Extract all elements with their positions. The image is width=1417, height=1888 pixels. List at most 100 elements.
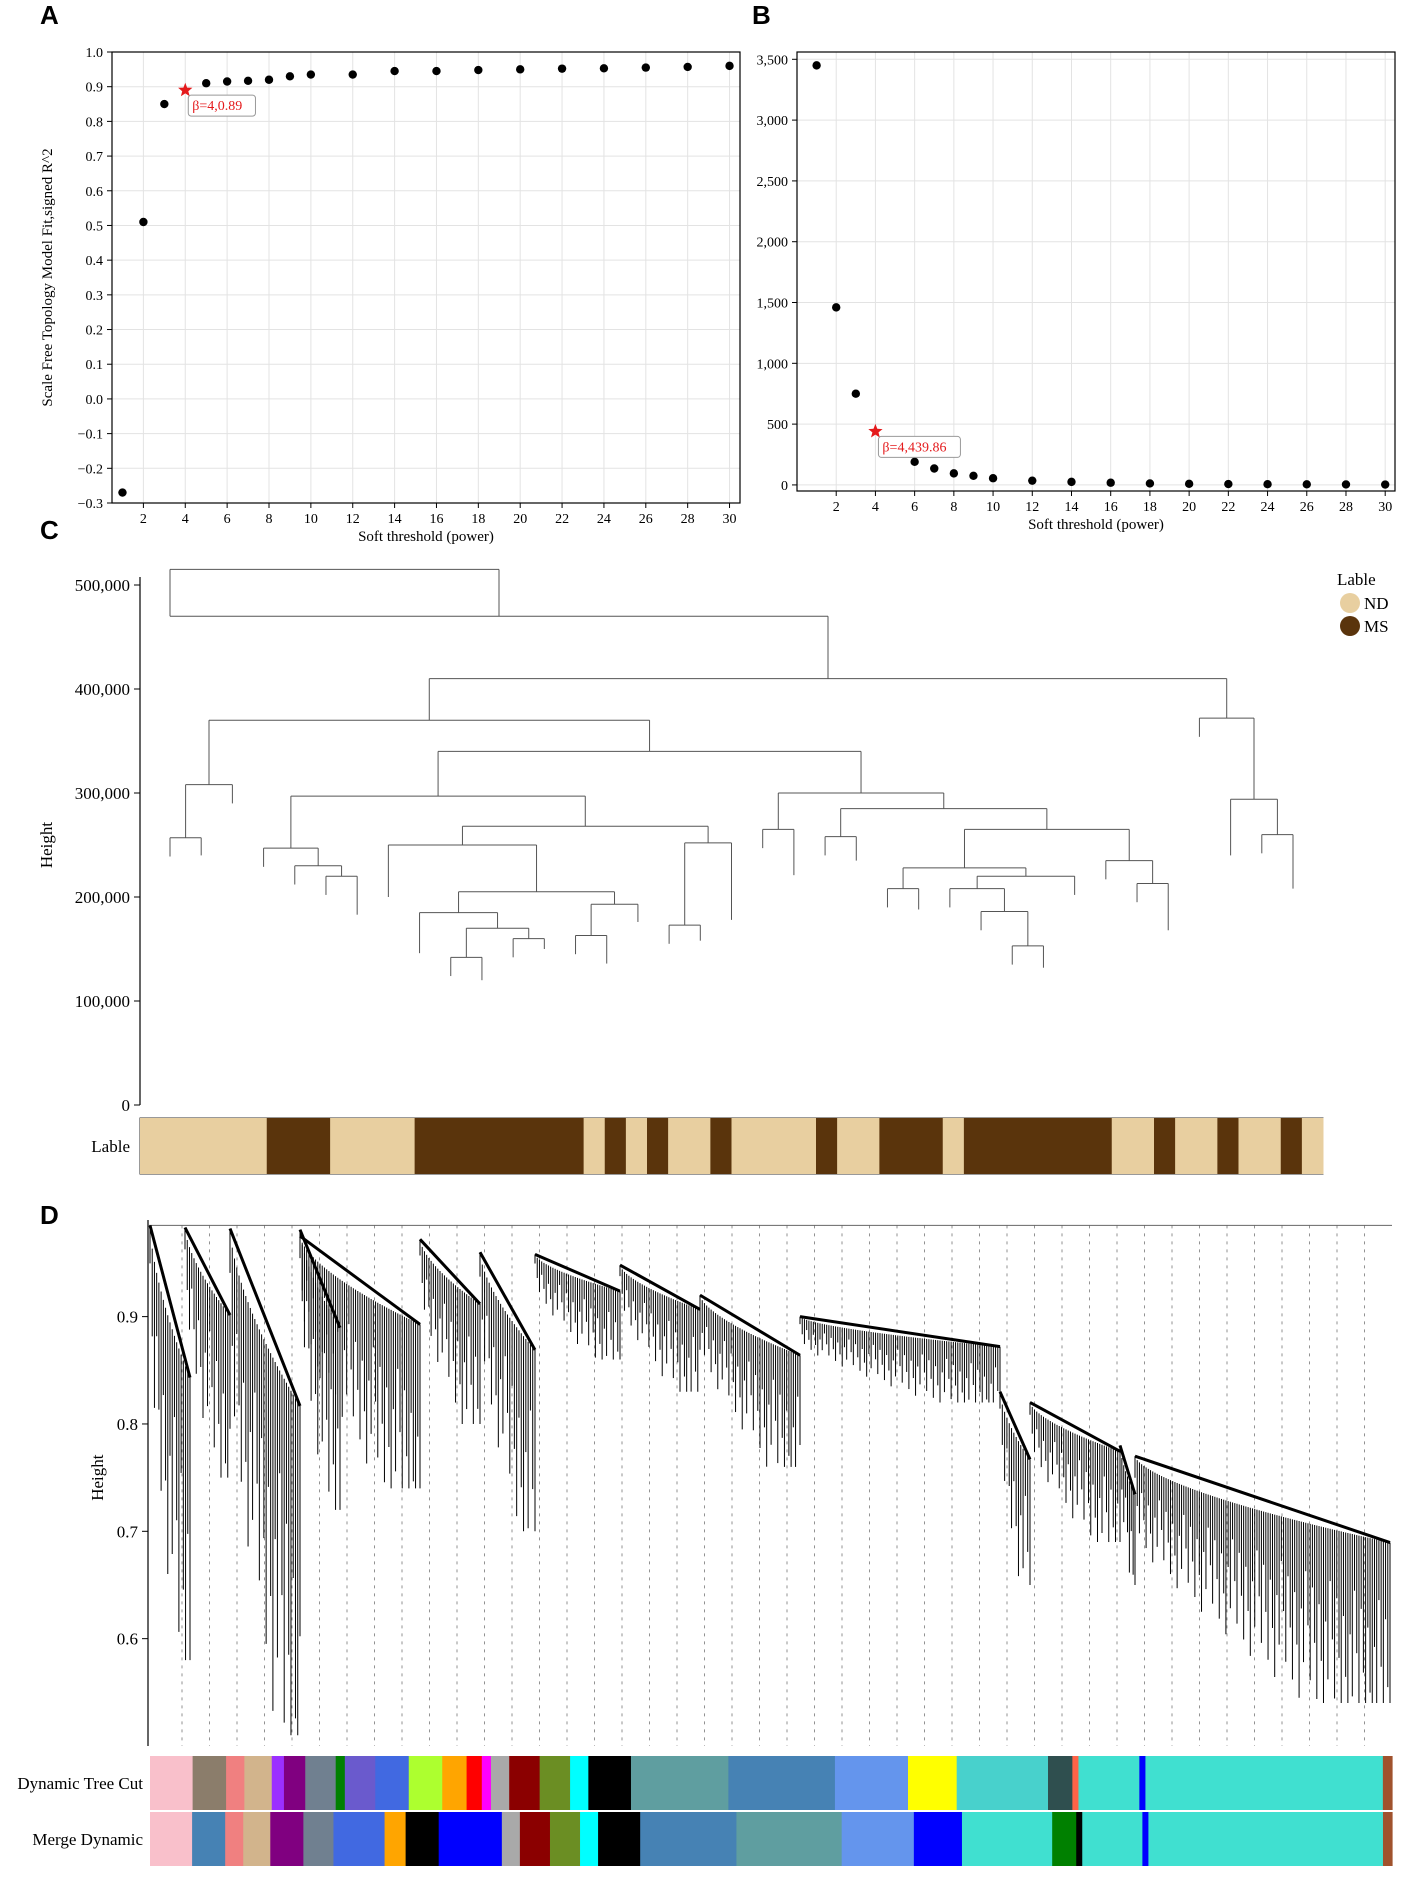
- label-cell: [794, 1118, 817, 1174]
- label-cell: [140, 1118, 162, 1174]
- data-point: [243, 76, 253, 85]
- y-tick-label: 1,000: [757, 357, 789, 372]
- data-point: [599, 64, 609, 73]
- x-tick-label: 20: [1182, 500, 1196, 515]
- y-tick-label: 0.9: [117, 1308, 138, 1327]
- data-point: [988, 474, 998, 483]
- merge-segment: [736, 1812, 843, 1866]
- dendro-cluster-spine: [699, 1293, 801, 1357]
- tree-cut-segment: [630, 1756, 729, 1810]
- dendrogram-chart-d: 0.6 0.7 0.8 0.9 Height Dynamic Tree Cut Merge …: [17, 1220, 1393, 1866]
- label-cell: [1217, 1118, 1239, 1174]
- x-tick-label: 4: [872, 500, 879, 515]
- data-point: [118, 488, 127, 497]
- highlight-label: β=4,0.89: [192, 99, 242, 114]
- data-point: [949, 469, 959, 478]
- merge-segment: [1142, 1812, 1150, 1866]
- data-point: [348, 70, 357, 79]
- data-point: [160, 99, 169, 109]
- merge-segment: [961, 1812, 1053, 1866]
- x-tick-label: 6: [224, 512, 231, 527]
- x-tick-label: 22: [1221, 500, 1235, 515]
- label-cell: [752, 1118, 775, 1174]
- tree-cut-segment: [283, 1756, 306, 1810]
- tree-cut-segment: [1078, 1756, 1140, 1810]
- label-cell: [1111, 1118, 1134, 1174]
- label-cell: [161, 1118, 183, 1174]
- y-tick-label: 100,000: [75, 992, 130, 1011]
- label-cell: [689, 1118, 711, 1174]
- y-axis-label: Height: [88, 1454, 107, 1501]
- tree-cut-segment: [305, 1756, 337, 1810]
- label-cell: [625, 1118, 648, 1174]
- label-cell: [1027, 1118, 1049, 1174]
- label-cell: [372, 1118, 394, 1174]
- label-cell: [668, 1118, 690, 1174]
- data-point: [1341, 480, 1351, 489]
- dendro-cluster-spine: [799, 1315, 1001, 1349]
- label-cell: [456, 1118, 479, 1174]
- label-cell: [309, 1118, 331, 1174]
- merge-segment: [150, 1812, 193, 1866]
- data-point: [264, 75, 274, 84]
- merge-segment: [225, 1812, 244, 1866]
- y-tick-label: 0.1: [86, 358, 104, 373]
- merge-segment: [501, 1812, 521, 1866]
- data-point: [1184, 479, 1194, 489]
- panel-letter-c: C: [40, 515, 59, 545]
- label-cell: [478, 1118, 500, 1174]
- label-cell: [1048, 1118, 1070, 1174]
- merge-segment: [333, 1812, 386, 1866]
- tree-cut-segment: [344, 1756, 376, 1810]
- label-cell: [963, 1118, 986, 1174]
- label-cell: [1280, 1118, 1303, 1174]
- label-cell: [900, 1118, 923, 1174]
- merge-segment: [1082, 1812, 1143, 1866]
- data-point: [930, 464, 939, 473]
- data-point: [390, 66, 399, 76]
- x-tick-label: 2: [833, 500, 840, 515]
- data-point: [832, 303, 841, 312]
- data-point: [1028, 476, 1037, 485]
- tree-cut-segment: [570, 1756, 589, 1810]
- x-tick-label: 6: [911, 500, 918, 515]
- merge-segment: [192, 1812, 226, 1866]
- y-tick-label: 0.3: [86, 289, 104, 304]
- label-cell: [203, 1118, 225, 1174]
- panel-letter-b: B: [752, 0, 771, 30]
- label-cell: [1132, 1118, 1155, 1174]
- tree-cut-segment: [481, 1756, 492, 1810]
- y-tick-label: 0.7: [117, 1522, 139, 1541]
- x-tick-label: 26: [1300, 500, 1314, 515]
- dendro-cluster-spine: [148, 1224, 192, 1378]
- label-cell: [1175, 1118, 1197, 1174]
- label-cell: [499, 1118, 521, 1174]
- x-tick-label: 20: [513, 512, 527, 527]
- x-tick-label: 26: [639, 512, 653, 527]
- data-point: [1380, 480, 1390, 489]
- label-cell: [1259, 1118, 1282, 1174]
- data-point: [285, 72, 295, 81]
- tree-cut-segment: [834, 1756, 909, 1810]
- tree-cut-segment: [192, 1756, 227, 1810]
- x-tick-label: 8: [950, 500, 957, 515]
- data-point: [516, 65, 525, 74]
- label-cell: [393, 1118, 416, 1174]
- label-cell: [1154, 1118, 1176, 1174]
- tree-cut-segment: [335, 1756, 346, 1810]
- panel-letter-a: A: [40, 0, 59, 30]
- y-tick-label: 0.6: [86, 185, 104, 200]
- data-point: [725, 61, 734, 71]
- data-point: [1302, 480, 1311, 489]
- merge-segment: [1148, 1812, 1384, 1866]
- data-point: [306, 70, 316, 79]
- tree-cut-segment: [1382, 1756, 1393, 1810]
- x-tick-label: 10: [304, 512, 318, 527]
- y-tick-label: −0.3: [78, 497, 103, 512]
- y-tick-label: 0.8: [86, 115, 104, 130]
- data-point: [202, 79, 211, 88]
- dendrogram-chart-c: 0 100,000 200,000 300,000 400,000 500,000 Heig…: [37, 568, 1389, 1175]
- label-cell: [287, 1118, 310, 1174]
- merge-segment: [1076, 1812, 1083, 1866]
- merge-segment: [1052, 1812, 1077, 1866]
